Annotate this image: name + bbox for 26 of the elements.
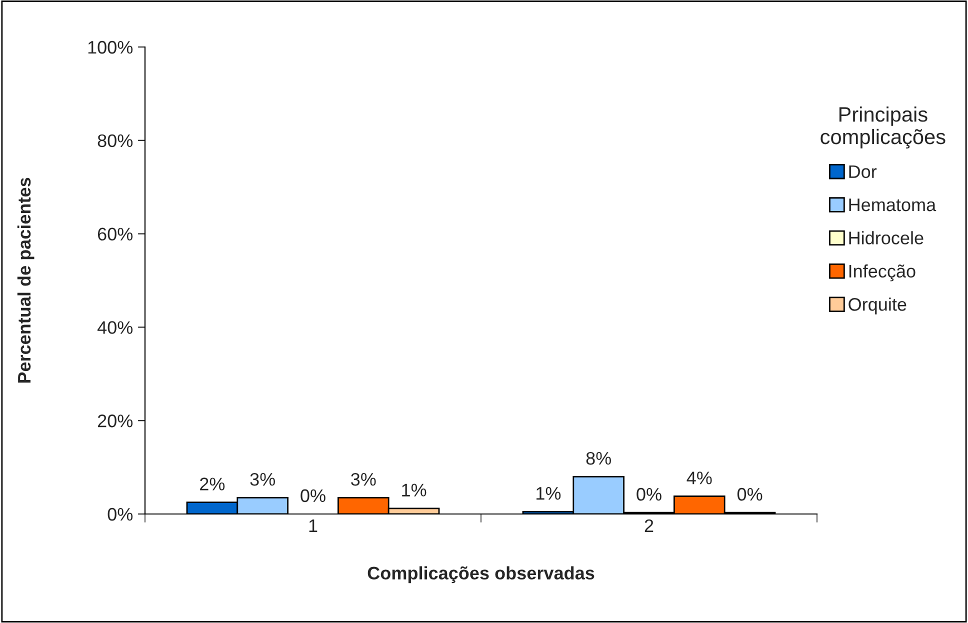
data-label: 0%: [636, 488, 662, 501]
y-tick-label: 80%: [98, 134, 133, 148]
x-tick-label: 1: [309, 520, 318, 532]
data-label: 3%: [351, 472, 376, 486]
data-label: 4%: [686, 472, 712, 484]
data-label: 8%: [586, 452, 612, 465]
data-label: 0%: [737, 488, 762, 501]
y-tick-label: 20%: [98, 414, 133, 428]
legend-label: Dor: [849, 165, 877, 178]
y-tick-label: 60%: [98, 228, 133, 241]
legend-label: Infecção: [849, 264, 916, 282]
legend-label: Orquite: [848, 298, 906, 314]
legend-label: Hidrocele: [849, 231, 924, 244]
data-label: 1%: [536, 487, 561, 500]
y-tick-label: 0%: [108, 508, 133, 521]
y-tick-label: 100%: [88, 40, 133, 54]
data-label: 2%: [200, 478, 225, 490]
legend-title: Principais complicações: [820, 106, 946, 148]
legend-label: Hematoma: [849, 198, 936, 212]
y-tick-label: 40%: [97, 321, 133, 334]
y-axis-title: Percentual de pacientes: [17, 178, 34, 383]
data-label: 3%: [250, 472, 276, 486]
data-label: 1%: [402, 484, 426, 496]
data-label: 0%: [300, 489, 326, 502]
x-axis-title: Complicações observadas: [368, 566, 594, 584]
x-tick-label: 2: [644, 519, 654, 532]
